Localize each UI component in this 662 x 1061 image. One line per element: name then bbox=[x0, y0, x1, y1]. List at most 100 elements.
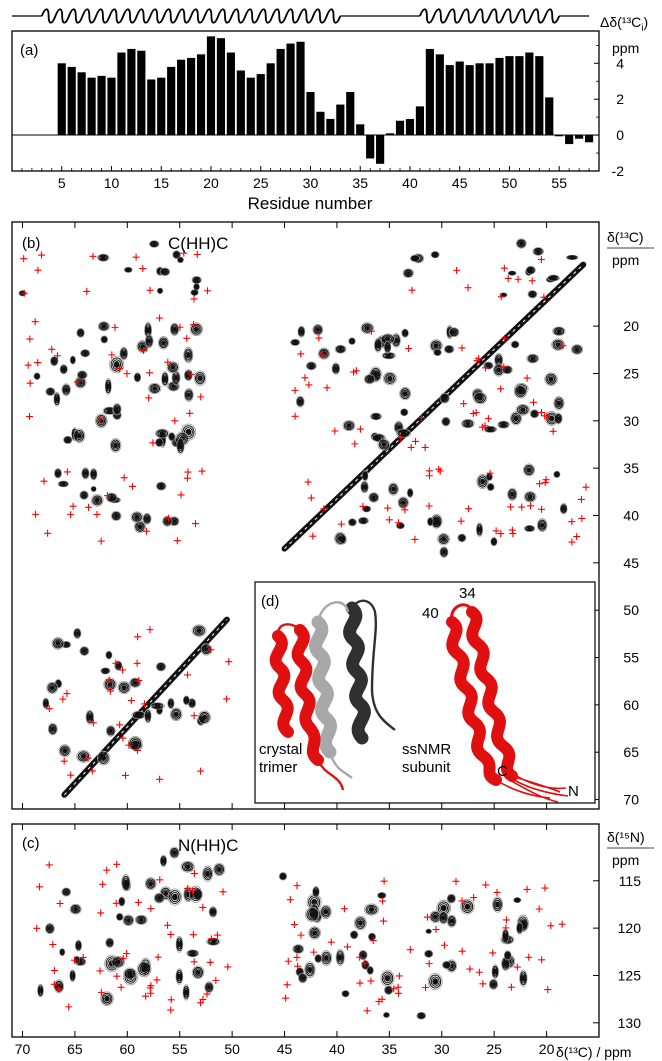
b-mid-right-peak-2-contour-3 bbox=[434, 518, 439, 525]
b-aliph-right-1-peak-23-contour-3 bbox=[346, 423, 352, 428]
b-aliph-left-1-peak-0-contour-3 bbox=[78, 330, 83, 335]
b-lower-left-peak-0-contour-0 bbox=[129, 677, 142, 688]
panel-c-spectrum bbox=[33, 846, 566, 1020]
b-lower-left-peak-10-contour-2 bbox=[49, 725, 56, 733]
bar-residue-28 bbox=[286, 43, 295, 136]
xb-1-marker-0 bbox=[111, 323, 119, 331]
b-mid-right-peak-8-contour-1 bbox=[335, 533, 346, 544]
b-mid-right-peak-17-contour-0 bbox=[439, 546, 449, 558]
xb-2-marker-18 bbox=[198, 467, 206, 475]
b-aliph-right-2-peak-24-contour-3 bbox=[442, 396, 447, 401]
xb-2-marker-13 bbox=[142, 527, 150, 535]
c-band-3-peak-11-contour-1 bbox=[315, 954, 322, 963]
panel-a: (a) Δδ(¹³Ci) ppm 5 10 15 20 25 30 35 40 45 50 55-2… bbox=[11, 14, 648, 213]
xb-1-marker-30 bbox=[25, 413, 33, 421]
b-aliph-left-2-peak-26-contour-0 bbox=[168, 432, 176, 442]
c-band-2-peak-30-contour-2 bbox=[114, 958, 123, 966]
b-aliph-left-1-peak-9-contour-1 bbox=[34, 373, 40, 380]
panel-a-xtick-label-35: 35 bbox=[352, 175, 368, 191]
b-aliph-right-2-peak-29-contour-1 bbox=[517, 405, 529, 415]
xb-3-marker-20 bbox=[291, 412, 299, 420]
bar-residue-42 bbox=[425, 48, 434, 136]
b-aliph-right-2-peak-28-contour-0 bbox=[497, 420, 510, 429]
b-top-left-peak-9-contour-2 bbox=[99, 255, 108, 261]
b-aliph-left-1-peak-6-contour-3 bbox=[80, 373, 85, 377]
c-band-3-peak-14-contour-2 bbox=[306, 964, 314, 975]
bar-residue-47 bbox=[475, 63, 484, 136]
b-aliph-left-2-peak-5-contour-1 bbox=[110, 439, 121, 452]
c-band-4-peak-12-contour-3 bbox=[503, 960, 508, 967]
b-aliph-right-1-peak-15-contour-3 bbox=[387, 375, 393, 382]
b-lower-left-peak-31-contour-0 bbox=[197, 710, 211, 725]
b-mid-right-peak-28-contour-3 bbox=[391, 486, 396, 492]
c-band-2-peak-27-contour-1 bbox=[214, 864, 225, 875]
b-mid-right-peak-21-contour-0 bbox=[457, 533, 467, 543]
b-aliph-right-1-peak-19-contour-3 bbox=[400, 431, 407, 436]
b-mid-right-peak-3-contour-3 bbox=[441, 536, 447, 542]
c-band-2-peak-18-contour-2 bbox=[106, 939, 113, 946]
c-band-2-peak-12-contour-0 bbox=[134, 914, 148, 925]
b-aliph-right-2-peak-20-contour-3 bbox=[513, 342, 517, 347]
xb-1-marker-17 bbox=[123, 370, 131, 378]
b-lower-left-peak-8-contour-2 bbox=[194, 626, 204, 635]
b-aliph-right-1-peak-27-contour-1 bbox=[364, 375, 375, 384]
b-aliph-left-2-peak-2-contour-0 bbox=[183, 346, 194, 364]
bottom-xtick-label-55: 55 bbox=[172, 1041, 188, 1057]
bottom-xtick-label-40: 40 bbox=[329, 1041, 345, 1057]
b-mid-right-peak-20-contour-3 bbox=[364, 507, 369, 511]
b-top-left-peak-6-contour-2 bbox=[193, 277, 200, 283]
c-band-3-peak-14-contour-0 bbox=[304, 961, 316, 979]
c-band-1-peak-4-contour-0 bbox=[75, 939, 82, 952]
xc-1-marker-9 bbox=[154, 953, 162, 961]
b-right-top-peak-5-contour-1 bbox=[526, 266, 535, 274]
xb-5-marker-1 bbox=[45, 705, 53, 713]
b-aliph-left-2-peak-14-contour-2 bbox=[169, 363, 177, 372]
b-aliph-right-2-peak-4-contour-3 bbox=[433, 343, 439, 349]
b-lower-left-peak-19-contour-3 bbox=[107, 653, 111, 657]
b-aliph-left-2-peak-3-contour-0 bbox=[104, 377, 112, 395]
c-band-4-peak-0-contour-1 bbox=[429, 974, 442, 989]
b-right-top-peak-13-contour-1 bbox=[410, 255, 420, 262]
b-right-top-peak-3-contour-0 bbox=[532, 247, 544, 256]
b-aliph-right-2-peak-28-contour-3 bbox=[501, 422, 507, 427]
b-right-top-peak-5-contour-3 bbox=[528, 268, 533, 273]
b-aliph-right-1-peak-11-contour-2 bbox=[320, 349, 328, 358]
b-aliph-left-2-peak-6-contour-1 bbox=[120, 348, 128, 359]
b-aliph-right-2-peak-25-contour-2 bbox=[443, 418, 449, 425]
b-mid-right-peak-17-contour-3 bbox=[442, 549, 446, 555]
c-band-2-peak-2-contour-1 bbox=[192, 966, 204, 978]
b-right-top-peak-12-contour-0 bbox=[402, 268, 414, 278]
b-top-left-peak-10-contour-3 bbox=[158, 289, 162, 293]
c-band-3-peak-5-contour-3 bbox=[314, 889, 318, 895]
panel-d-label: (d) bbox=[261, 593, 279, 610]
b-mid-right-peak-9-contour-1 bbox=[553, 471, 560, 478]
bar-residue-8 bbox=[87, 77, 96, 136]
b-top-left-peak-10-contour-0 bbox=[156, 287, 164, 294]
xb-3-marker-37 bbox=[543, 412, 551, 420]
c-band-2-peak-33-contour-2 bbox=[117, 914, 123, 920]
b-mid-left-peak-8-contour-1 bbox=[135, 521, 145, 532]
c-band-4-peak-20-contour-2 bbox=[517, 924, 522, 933]
xb-4-marker-30 bbox=[359, 502, 367, 510]
b-mid-left-peak-3-contour-3 bbox=[92, 471, 96, 477]
panel-d-right-caption-1: ssNMR bbox=[402, 741, 451, 758]
c-band-3-peak-5-contour-2 bbox=[313, 888, 319, 896]
panel-a-label: (a) bbox=[20, 42, 38, 59]
b-aliph-left-2-peak-5-contour-0 bbox=[109, 438, 122, 453]
xc-3-marker-25 bbox=[544, 986, 552, 994]
b-right-top-peak-12-contour-2 bbox=[404, 270, 412, 277]
b-aliph-right-2-peak-1-contour-3 bbox=[556, 329, 562, 334]
bar-residue-29 bbox=[296, 41, 305, 136]
xb-3-marker-38 bbox=[291, 386, 299, 394]
xc-1-marker-38 bbox=[190, 870, 198, 878]
xb-3-marker-30 bbox=[356, 425, 364, 433]
xb-1-marker-26 bbox=[20, 289, 28, 297]
b-aliph-right-2-peak-2-contour-1 bbox=[484, 426, 496, 433]
c-band-2-peak-0-contour-3 bbox=[148, 881, 154, 887]
xb-4-marker-9 bbox=[497, 530, 505, 538]
xb-4-marker-7 bbox=[568, 518, 576, 526]
xc-1-marker-21 bbox=[103, 866, 111, 874]
b-aliph-right-1-peak-26-contour-0 bbox=[383, 340, 392, 354]
b-aliph-right-2-peak-17-contour-0 bbox=[529, 409, 540, 419]
b-mid-left-peak-12-contour-2 bbox=[59, 481, 67, 487]
